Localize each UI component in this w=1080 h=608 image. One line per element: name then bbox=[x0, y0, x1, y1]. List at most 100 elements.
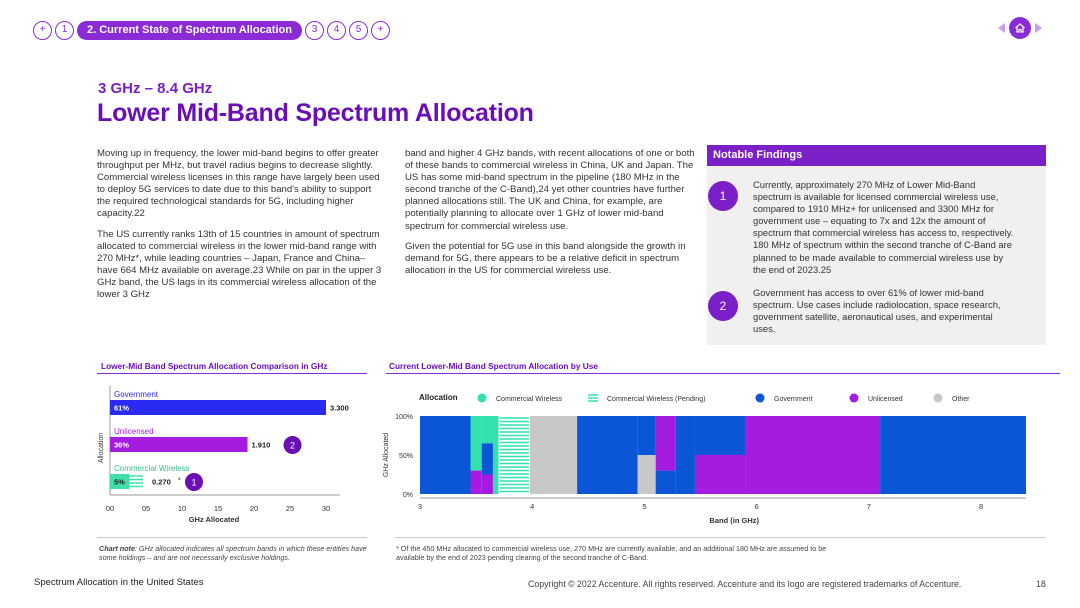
bar-percent-label: 61% bbox=[114, 404, 129, 413]
nav-section-5-button[interactable]: 5 bbox=[348, 20, 368, 40]
band-segment bbox=[481, 416, 493, 444]
bar-percent-label: 36% bbox=[114, 441, 129, 450]
bar-chart-title: Lower-Mid Band Spectrum Allocation Compa… bbox=[101, 361, 328, 371]
x-tick-label: 10 bbox=[178, 504, 186, 513]
x-tick-label: 00 bbox=[106, 504, 114, 513]
paragraph: The US currently ranks 13th of 15 countr… bbox=[97, 228, 382, 301]
x-tick-label: 8 bbox=[979, 502, 983, 511]
x-axis-label: Band (in GHz) bbox=[709, 516, 759, 525]
footer-copyright: Copyright © 2022 Accenture. All rights r… bbox=[528, 579, 962, 589]
nav-section-3-button[interactable]: 3 bbox=[304, 20, 324, 40]
nav-section-4-button[interactable]: 4 bbox=[326, 20, 346, 40]
bar bbox=[110, 400, 326, 415]
finding-number-badge: 1 bbox=[708, 181, 738, 211]
band-segment bbox=[745, 416, 881, 494]
finding-marker-label: 1 bbox=[191, 478, 196, 488]
page-subtitle: 3 GHz – 8.4 GHz bbox=[98, 80, 213, 97]
finding-text: Government has access to over 61% of low… bbox=[753, 287, 1001, 335]
area-chart: Allocation Commercial Wireless Commercial … bbox=[383, 393, 1026, 525]
x-axis-label: GHz Allocated bbox=[189, 515, 240, 524]
band-segment bbox=[655, 416, 676, 471]
body-column-1: Moving up in frequency, the lower mid-ba… bbox=[97, 148, 385, 309]
nav-current-section[interactable]: 2. Current State of Spectrum Allocation bbox=[77, 20, 302, 40]
bar-value-label: 3.300 bbox=[330, 404, 349, 413]
y-tick-label: 50% bbox=[399, 453, 413, 460]
band-segment bbox=[481, 474, 493, 494]
finding-number-badge: 2 bbox=[708, 291, 738, 321]
home-button[interactable] bbox=[1009, 17, 1031, 39]
x-tick-label: 4 bbox=[530, 502, 534, 511]
x-tick-label: 5 bbox=[642, 502, 646, 511]
bar bbox=[110, 437, 248, 452]
bar-category-label: Government bbox=[114, 390, 159, 399]
chart-note: Chart note: GHz allocated indicates all … bbox=[99, 544, 381, 562]
y-tick-label: 0% bbox=[403, 492, 413, 499]
band-segment bbox=[529, 416, 578, 494]
band-segment bbox=[637, 416, 656, 455]
legend-swatch bbox=[477, 393, 487, 403]
body-column-2: band and higher 4 GHz bands, with recent… bbox=[405, 148, 695, 285]
divider bbox=[97, 373, 367, 374]
bar-chart: Allocation Government 61% 3.300 Unlicensed 36… bbox=[98, 386, 349, 524]
page-title: Lower Mid-Band Spectrum Allocation bbox=[97, 99, 534, 127]
y-axis-label: GHz Allocated bbox=[383, 433, 390, 477]
legend-swatch bbox=[933, 393, 943, 403]
finding-marker-badge bbox=[185, 473, 203, 491]
legend-swatch bbox=[849, 393, 859, 403]
chart-note-text: : GHz allocated indicates all spectrum b… bbox=[99, 544, 367, 562]
band-segment bbox=[577, 416, 638, 494]
band-segment bbox=[481, 443, 493, 475]
band-segment bbox=[655, 470, 676, 494]
paragraph: Given the potential for 5G use in this b… bbox=[405, 240, 686, 276]
bar bbox=[110, 474, 130, 489]
band-segment bbox=[637, 455, 656, 494]
finding-text: Currently, approximately 270 MHz of Lowe… bbox=[753, 179, 1014, 275]
legend-label: Commercial Wireless (Pending) bbox=[607, 396, 705, 403]
band-segment bbox=[492, 416, 499, 494]
band-segment bbox=[675, 416, 695, 494]
finding-marker-label: 2 bbox=[290, 441, 295, 451]
x-tick-label: 15 bbox=[214, 504, 222, 513]
pending-marker: * bbox=[178, 478, 181, 485]
legend-label: Government bbox=[774, 396, 813, 403]
legend-label: Other bbox=[952, 396, 970, 403]
finding-marker-badge bbox=[283, 436, 302, 454]
x-tick-label: 30 bbox=[322, 504, 330, 513]
bar-category-label: Commercial Wireless bbox=[114, 464, 190, 473]
bar-category-label: Unlicensed bbox=[114, 427, 154, 436]
page-number: 18 bbox=[1036, 579, 1046, 589]
band-segment-pending bbox=[498, 416, 530, 494]
band-segment bbox=[880, 416, 1026, 494]
footer-document-title: Spectrum Allocation in the United States bbox=[34, 577, 204, 588]
home-icon bbox=[1015, 23, 1025, 33]
page-navigation bbox=[998, 17, 1042, 39]
legend-title: Allocation bbox=[419, 393, 458, 402]
x-tick-label: 05 bbox=[142, 504, 150, 513]
legend-label: Commercial Wireless bbox=[496, 396, 563, 403]
divider bbox=[386, 373, 1060, 374]
band-segment bbox=[694, 455, 746, 494]
band-segment bbox=[470, 470, 482, 494]
legend-label: Unlicensed bbox=[868, 396, 903, 403]
chart-note-label: Chart note bbox=[99, 544, 135, 553]
band-segment bbox=[694, 416, 746, 455]
y-axis-label: Allocation bbox=[98, 433, 105, 463]
nav-section-1-button[interactable]: 1 bbox=[55, 20, 74, 40]
x-tick-label: 6 bbox=[755, 502, 759, 511]
divider bbox=[97, 537, 367, 538]
notable-findings-heading: Notable Findings bbox=[707, 145, 1046, 166]
nav-expand-left-button[interactable]: + bbox=[33, 20, 52, 40]
x-tick-label: 3 bbox=[418, 502, 422, 511]
nav-expand-right-button[interactable]: + bbox=[370, 20, 390, 40]
bar-value-label: 0.270 bbox=[152, 478, 171, 487]
bar-value-label: 1.910 bbox=[252, 441, 271, 450]
paragraph: band and higher 4 GHz bands, with recent… bbox=[405, 148, 695, 232]
next-page-arrow-icon[interactable] bbox=[1035, 23, 1042, 33]
footnote: * Of the 450 MHz allocated to commercial… bbox=[396, 544, 827, 562]
paragraph: Moving up in frequency, the lower mid-ba… bbox=[97, 148, 380, 220]
legend-swatch bbox=[755, 393, 765, 403]
x-tick-label: 25 bbox=[286, 504, 294, 513]
prev-page-arrow-icon[interactable] bbox=[998, 23, 1005, 33]
notable-findings-panel: Notable Findings 1 Currently, approximat… bbox=[707, 145, 1046, 345]
x-tick-label: 20 bbox=[250, 504, 258, 513]
